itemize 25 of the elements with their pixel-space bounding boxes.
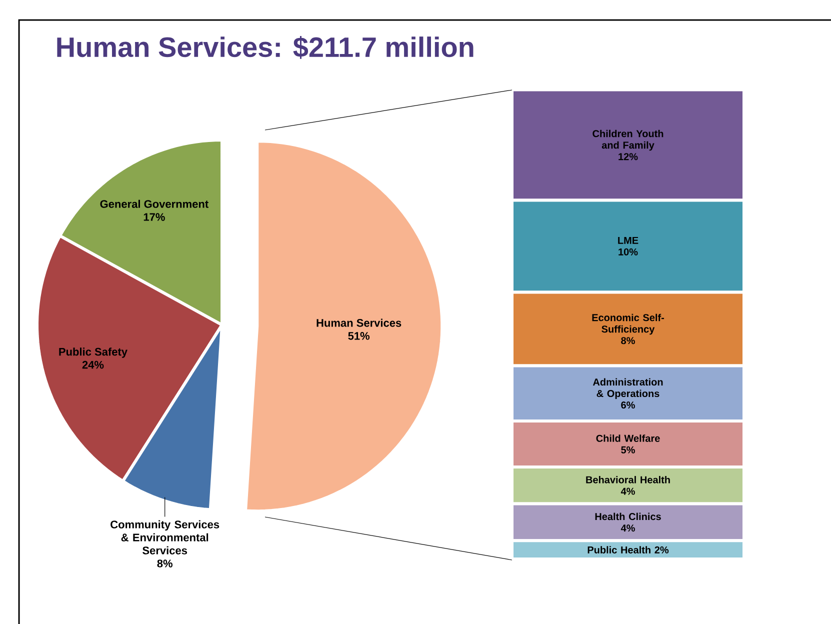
data-label: 24% [82, 360, 104, 369]
series-label: Economic Self-Sufficiency [592, 314, 664, 335]
data-label: 5% [621, 446, 635, 454]
data-label: 17% [144, 213, 165, 221]
series-label: Children Youth and Family [592, 130, 664, 151]
series-label: LME [618, 236, 638, 244]
data-label: 2% [654, 546, 669, 554]
series-label: Child Welfare [596, 434, 660, 442]
data-label: 6% [621, 401, 635, 409]
series-label: Health Clinics [595, 512, 661, 520]
data-label: 8% [157, 560, 172, 568]
slice-label: Human Services [316, 318, 402, 327]
series-label: Behavioral Health [586, 476, 670, 484]
slice-label: Community Services & Environmental Services [110, 520, 220, 554]
data-label: 4% [620, 524, 635, 532]
data-label: 4% [620, 488, 635, 495]
data-label: 12% [618, 153, 638, 160]
slice-label: General Government [100, 200, 208, 208]
slice-label: Public Safety [59, 348, 128, 358]
series-label: Administration & Operations [592, 378, 663, 400]
series-label: Public Health [588, 546, 650, 554]
data-label: 10% [618, 248, 638, 256]
chart-title: Human Services: $211.7 million [57, 36, 474, 59]
data-label: 8% [621, 337, 635, 344]
data-label: 51% [348, 332, 370, 340]
